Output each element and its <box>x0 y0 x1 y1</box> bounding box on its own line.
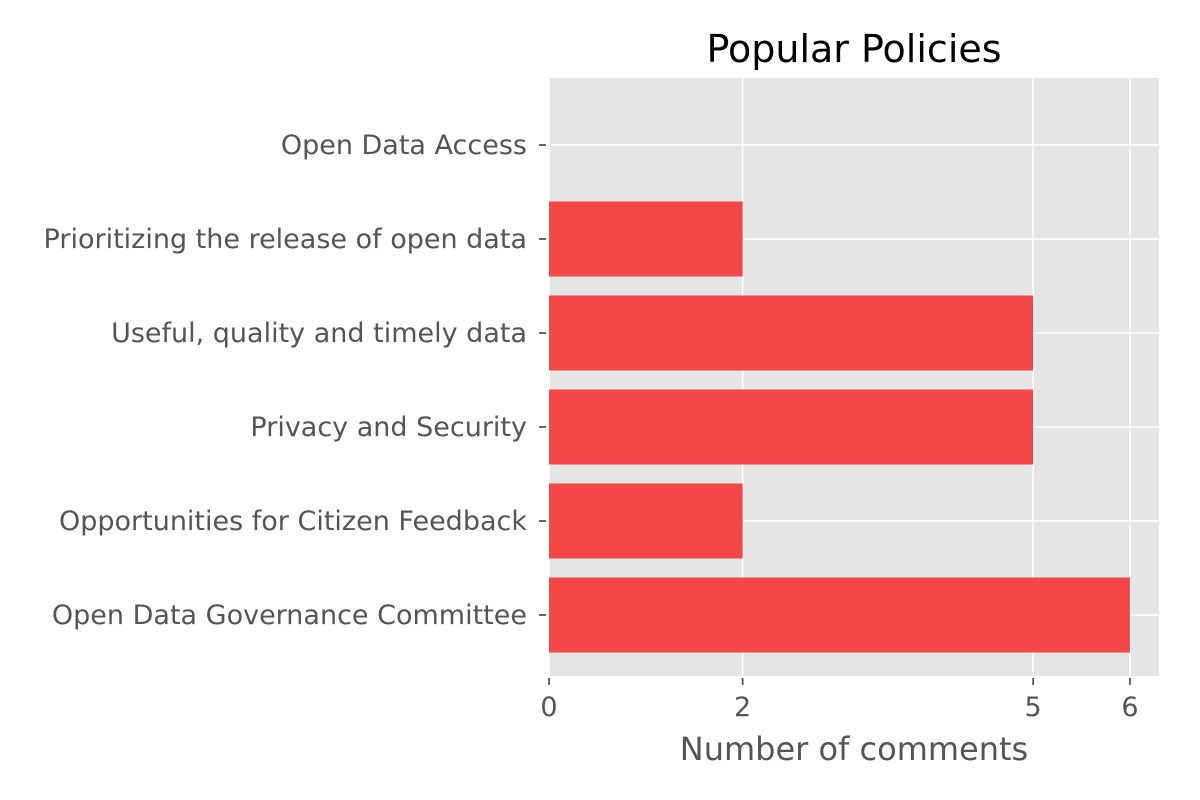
y-tick-label: Useful, quality and timely data <box>111 318 527 349</box>
bar <box>549 389 1034 465</box>
y-tick-label: Opportunities for Citizen Feedback <box>59 506 527 537</box>
y-tick-label: Prioritizing the release of open data <box>44 224 527 255</box>
x-axis-label: Number of comments <box>680 730 1028 768</box>
x-tick-label: 0 <box>540 692 557 723</box>
y-tick-label: Privacy and Security <box>250 412 527 443</box>
y-tick-label: Open Data Governance Committee <box>52 600 527 631</box>
bar <box>549 577 1130 653</box>
bars <box>549 201 1130 653</box>
bar <box>549 201 743 277</box>
bar <box>549 295 1034 371</box>
x-axis-ticks: 0 2 5 6 <box>540 678 1139 723</box>
chart-title: Popular Policies <box>706 27 1001 71</box>
y-axis-ticks: Open Data Access Prioritizing the release… <box>44 130 546 631</box>
bar <box>549 483 743 559</box>
x-tick-label: 2 <box>734 692 751 723</box>
x-tick-label: 6 <box>1121 692 1138 723</box>
plot-background <box>549 78 1159 676</box>
x-tick-label: 5 <box>1025 692 1042 723</box>
y-tick-label: Open Data Access <box>281 130 527 161</box>
